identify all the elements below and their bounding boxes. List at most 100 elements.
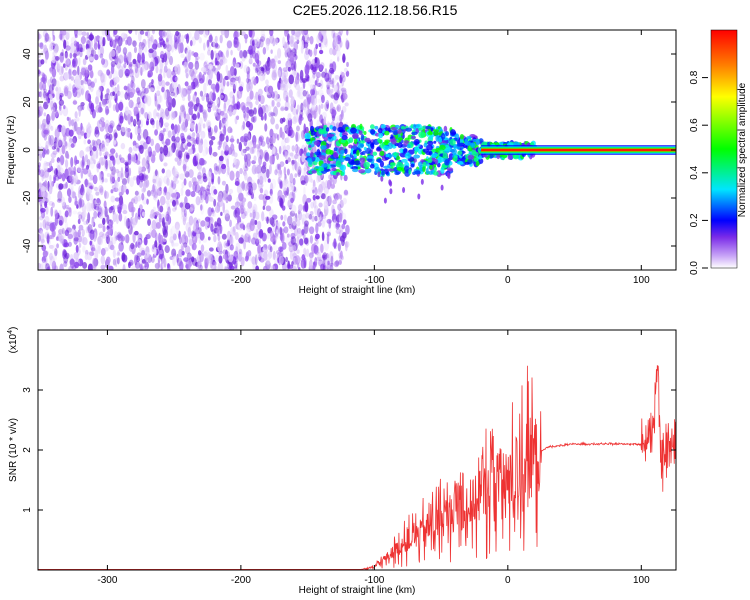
spectrogram-cell — [154, 195, 158, 202]
spectrogram-cell — [269, 246, 273, 253]
spectrogram-cell — [274, 233, 278, 238]
spectrogram-cell — [222, 93, 228, 103]
spectrogram-cell — [146, 155, 150, 165]
spectrogram-cell — [83, 77, 89, 85]
spectrogram-cell — [219, 224, 223, 235]
spectrogram-cell — [44, 171, 50, 181]
spectrogram-cell — [219, 34, 223, 44]
spectrogram-cell — [57, 61, 61, 70]
spectrogram-cell — [138, 41, 145, 48]
spectrogram-cell — [167, 262, 170, 269]
spectrogram-cell — [163, 122, 170, 127]
spectrogram-cell — [208, 207, 212, 217]
spectrogram-cell — [317, 208, 322, 218]
spectrogram-cell — [94, 35, 98, 47]
spectrogram-cell — [161, 79, 166, 91]
spectrogram-cell — [95, 104, 101, 113]
x-tick-label: 100 — [633, 575, 650, 586]
spectrogram-cell — [359, 123, 363, 130]
spectrogram-cell — [140, 79, 146, 89]
spectrogram-cell — [258, 107, 264, 118]
spectrogram-cell — [298, 238, 304, 246]
spectrogram-cell — [293, 60, 297, 72]
spectrogram-cell — [288, 223, 293, 230]
spectrogram-cell — [152, 174, 157, 186]
spectrogram-cell — [99, 150, 102, 157]
spectrogram-cell — [335, 216, 340, 226]
spectrogram-cell — [181, 245, 184, 255]
spectrogram-cell — [45, 205, 49, 215]
spectrogram-cell — [335, 133, 340, 138]
spectrogram-cell — [162, 225, 167, 236]
spectrogram-cell — [339, 212, 343, 223]
spectrogram-cell — [172, 255, 176, 266]
spectrogram-cell — [231, 61, 237, 68]
spectrogram-cell — [194, 30, 200, 41]
spectrogram-cell — [471, 149, 476, 154]
spectrogram-cell — [267, 85, 274, 94]
spectrogram-cell — [198, 198, 204, 204]
spectrogram-cell — [209, 33, 213, 42]
spectrogram-cell — [58, 183, 64, 190]
spectrogram-cell — [53, 174, 56, 184]
spectrogram-cell — [58, 219, 63, 226]
spectrogram-cell — [348, 144, 353, 149]
spectrogram-cell — [300, 130, 306, 140]
spectrogram-cell — [77, 65, 80, 76]
spectrogram-cell — [59, 154, 65, 166]
spectrogram-cell — [221, 117, 227, 124]
spectrogram-cell — [332, 193, 339, 199]
spectrogram-cell — [146, 147, 151, 152]
spectrogram-cell — [135, 87, 141, 94]
spectrogram-cell — [327, 260, 330, 265]
spectrogram-cell — [43, 44, 48, 55]
spectrogram-cell — [352, 132, 359, 140]
spectrogram-cell — [130, 216, 133, 226]
spectrogram-cell — [191, 113, 197, 121]
spectrogram-cell — [214, 221, 218, 228]
spectrogram-cell — [58, 33, 64, 40]
spectrogram-cell — [72, 87, 78, 98]
spectrogram-cell — [130, 115, 134, 123]
spectrogram-cell — [145, 159, 150, 170]
spectrogram-cell — [440, 133, 446, 140]
spectrogram-cell — [184, 196, 188, 205]
spectrogram-cell — [206, 39, 210, 48]
spectrogram-cell — [159, 254, 163, 260]
spectrogram-cell — [270, 236, 276, 243]
spectrogram-cell — [180, 105, 185, 113]
spectrogram-cell — [311, 94, 315, 106]
spectrogram-cell — [170, 225, 176, 237]
y-tick-label: 1 — [22, 507, 33, 513]
spectrogram-cell — [53, 142, 58, 149]
spectrogram-cell — [418, 161, 423, 168]
spectrogram-cell — [328, 89, 332, 97]
spectrogram-cell — [110, 64, 115, 75]
spectrogram-cell — [303, 99, 308, 108]
spectrogram-cell — [335, 228, 341, 234]
spectrogram-cell — [44, 37, 48, 44]
colorbar-tick-label: 0.6 — [689, 118, 700, 132]
spectrogram-cell — [128, 146, 133, 154]
spectrogram-cell — [266, 216, 269, 224]
spectrogram-cell — [152, 43, 157, 50]
spectrogram-cell — [278, 255, 284, 265]
spectrogram-cell — [312, 189, 315, 194]
spectrogram-cell — [188, 107, 193, 116]
spectrogram-cell — [117, 250, 120, 256]
spectrogram-cell — [83, 155, 88, 166]
spectrogram-cell — [196, 231, 200, 240]
spectrogram-cell — [180, 53, 185, 58]
spectrogram-cell — [112, 258, 117, 266]
spectrogram-cell — [221, 233, 227, 240]
spectrogram-cell — [248, 122, 254, 131]
spectrogram-cell — [226, 70, 232, 77]
spectrogram-cell — [253, 107, 257, 115]
spectrogram-cell — [337, 36, 342, 45]
spectrogram-cell — [170, 179, 174, 189]
spectrogram-cell — [163, 212, 167, 223]
spectrogram-cell — [279, 169, 282, 175]
spectrogram-cell — [63, 71, 70, 81]
spectrogram-cell — [334, 194, 340, 201]
spectrogram-cell — [114, 86, 117, 93]
